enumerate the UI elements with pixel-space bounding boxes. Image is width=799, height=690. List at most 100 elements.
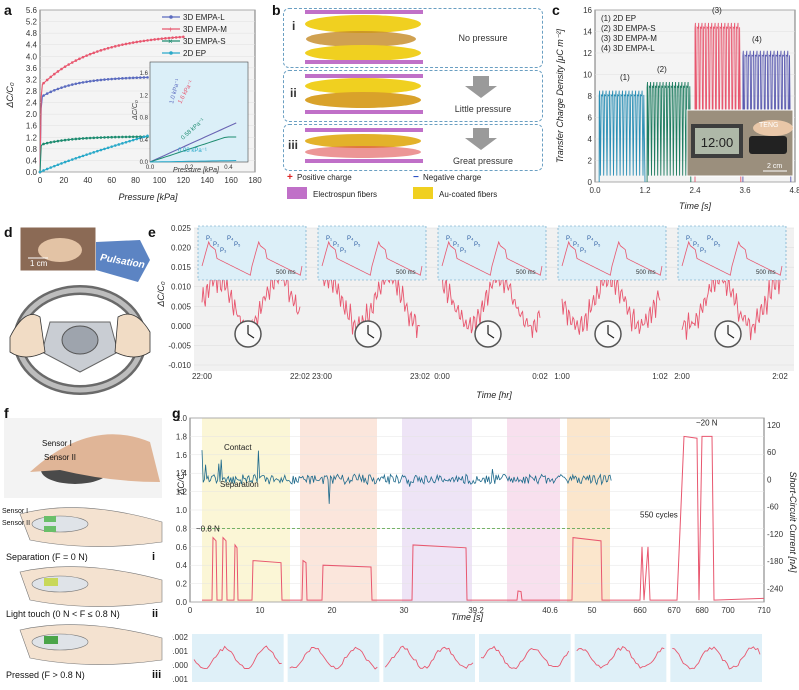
y-tick-left: 0.8 bbox=[176, 524, 188, 533]
bottom-y-tick: -0.001 bbox=[172, 675, 189, 684]
data-point bbox=[118, 77, 121, 80]
group-label: (4) bbox=[752, 35, 762, 44]
annotation: ~20 N bbox=[696, 418, 718, 427]
scale-label: 2 cm bbox=[767, 163, 782, 170]
data-point bbox=[121, 136, 124, 139]
data-point bbox=[57, 88, 60, 91]
annotation: ~0.8 N bbox=[196, 524, 220, 533]
svg-text:+: + bbox=[168, 25, 173, 34]
x-tick-label: 180 bbox=[248, 176, 262, 185]
data-point bbox=[118, 143, 121, 146]
right-hand-icon bbox=[115, 314, 150, 357]
data-point bbox=[53, 73, 56, 76]
hand-state-iii: Pressed (F > 0.8 N) iii bbox=[6, 625, 162, 681]
state-text: Separation (F = 0 N) bbox=[6, 552, 88, 562]
y-tick-left: 1.0 bbox=[176, 506, 188, 515]
y-tick-label: 2.0 bbox=[26, 110, 38, 119]
data-point bbox=[125, 77, 128, 80]
data-point bbox=[96, 50, 99, 53]
scale-label: 500 ms bbox=[276, 270, 296, 276]
data-point bbox=[128, 136, 131, 139]
y-tick-left: 0.0 bbox=[176, 598, 188, 607]
y-tick-label: 1.2 bbox=[26, 133, 38, 142]
y-tick-right: -240 bbox=[767, 584, 784, 593]
group-label: (2) bbox=[657, 65, 667, 74]
data-point bbox=[75, 59, 78, 62]
electrospun-fiber-icon bbox=[287, 187, 307, 199]
state-label: No pressure bbox=[458, 33, 507, 43]
data-point bbox=[128, 42, 131, 45]
x-axis-label: Pressure [kPa] bbox=[118, 192, 178, 202]
y-tick-label: 0.000 bbox=[171, 322, 192, 331]
panel-c-chart: 0 2 4 6 8 10 12 14 16 0.0 1.2 2.4 3.6 4.8 Transfer C… bbox=[545, 0, 799, 215]
row-label-iii: iii bbox=[288, 138, 298, 152]
peak-label: P₄ bbox=[347, 236, 354, 242]
y-axis-label: ΔC/C₀ bbox=[5, 82, 15, 109]
data-point bbox=[89, 80, 92, 83]
data-point bbox=[64, 85, 67, 88]
data-point bbox=[125, 141, 128, 144]
data-point bbox=[82, 137, 85, 140]
inset-y-tick: 0.8 bbox=[140, 116, 149, 122]
data-point bbox=[46, 142, 49, 145]
data-point bbox=[64, 139, 67, 142]
x-tick-label: 3.6 bbox=[739, 186, 751, 195]
data-point bbox=[114, 136, 117, 139]
data-point bbox=[100, 136, 103, 139]
data-point bbox=[100, 79, 103, 82]
y-tick-label: 2.8 bbox=[26, 87, 38, 96]
data-point bbox=[135, 138, 138, 141]
inset-x-tick: 0.0 bbox=[146, 165, 155, 171]
data-point bbox=[125, 43, 128, 46]
peak-label: P₂ bbox=[213, 242, 220, 248]
data-point bbox=[103, 78, 106, 81]
x-axis-label: Time [hr] bbox=[476, 390, 512, 400]
legend-entry: 3D EMPA-S bbox=[183, 37, 226, 46]
inset-x-label: Pressure [kPa] bbox=[173, 167, 220, 174]
y-tick-left: 0.6 bbox=[176, 543, 188, 552]
y-tick-label: 10 bbox=[583, 71, 592, 80]
negative-charge-icon: − bbox=[413, 172, 419, 183]
data-point bbox=[107, 146, 110, 149]
peak-label: P₃ bbox=[220, 248, 227, 254]
group-label: (1) bbox=[620, 73, 630, 82]
hand-state-ii: Light touch (0 N < F ≤ 0.8 N) ii bbox=[6, 567, 162, 620]
legend-entry: Electrospun fibers bbox=[313, 190, 377, 199]
data-point bbox=[107, 47, 110, 50]
data-point bbox=[153, 38, 156, 41]
data-point bbox=[85, 80, 88, 83]
y-tick-label: 12 bbox=[583, 49, 592, 58]
data-point bbox=[125, 136, 128, 139]
x-tick-label: 680 bbox=[695, 606, 709, 615]
data-point bbox=[78, 82, 81, 85]
data-point bbox=[143, 40, 146, 43]
data-point bbox=[157, 38, 160, 41]
x-tick-label: 0.0 bbox=[589, 186, 601, 195]
data-point bbox=[39, 171, 42, 174]
legend-entry: 2D EP bbox=[183, 49, 206, 58]
peak-label: P₁ bbox=[446, 236, 452, 242]
data-point bbox=[67, 63, 70, 66]
data-point bbox=[128, 77, 131, 80]
roman-label: i bbox=[152, 551, 155, 563]
data-point bbox=[178, 36, 181, 39]
inset-y-tick: 0.4 bbox=[140, 138, 149, 144]
x-tick-label: 10 bbox=[256, 606, 265, 615]
x-tick-label: 100 bbox=[153, 176, 167, 185]
sensor-label: Sensor II bbox=[2, 520, 30, 527]
x-tick-label: 80 bbox=[131, 176, 140, 185]
zoom-strip bbox=[383, 634, 475, 682]
data-point bbox=[53, 89, 56, 92]
data-point bbox=[71, 138, 74, 141]
row-label-ii: ii bbox=[290, 86, 297, 100]
data-point bbox=[92, 151, 95, 154]
data-point bbox=[82, 81, 85, 84]
y-tick-right: -60 bbox=[767, 503, 779, 512]
svg-text:×: × bbox=[168, 37, 173, 46]
data-point bbox=[42, 94, 45, 97]
data-point bbox=[114, 77, 117, 80]
teng-photo-inset: 12:00 TENG 2 cm bbox=[687, 110, 793, 176]
peak-label: P₁ bbox=[686, 236, 692, 242]
y-tick-right: 0 bbox=[767, 475, 772, 484]
data-point bbox=[110, 46, 113, 49]
